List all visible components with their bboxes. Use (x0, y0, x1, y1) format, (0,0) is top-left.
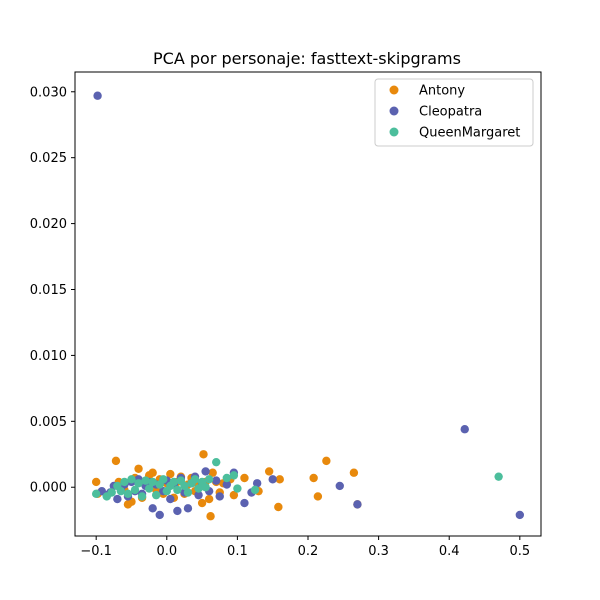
point-cleopatra-0 (93, 91, 102, 100)
point-cleopatra-38 (252, 479, 262, 488)
y-axis: 0.000 0.005 0.010 0.015 0.020 0.025 0.030 (30, 85, 75, 496)
point-antony-37 (240, 473, 249, 483)
x-tick-label: 0.5 (509, 544, 530, 559)
point-cleopatra-40 (335, 481, 344, 491)
point-queenmargaret-25 (190, 475, 200, 484)
point-queenmargaret-28 (201, 483, 210, 492)
x-tick-label: 0.3 (368, 544, 389, 559)
y-tick-label: 0.015 (30, 283, 67, 298)
y-tick-label: 0.020 (30, 217, 67, 232)
point-queenmargaret-11 (141, 476, 150, 485)
point-antony-42 (309, 473, 318, 483)
x-axis: −0.1 0.0 0.1 0.2 0.3 0.4 0.5 (80, 536, 530, 559)
point-antony-41 (275, 475, 284, 484)
point-queenmargaret-16 (159, 475, 168, 484)
point-cleopatra-17 (155, 510, 164, 520)
point-queenmargaret-4 (116, 486, 126, 496)
x-tick-label: 0.1 (227, 544, 248, 559)
legend-label-queenmargaret: QueenMargaret (419, 126, 520, 141)
point-cleopatra-28 (194, 490, 203, 500)
x-tick-label: 0.2 (298, 544, 319, 559)
point-cleopatra-20 (166, 494, 175, 504)
x-tick-label: 0.0 (156, 544, 177, 559)
point-cleopatra-43 (515, 510, 525, 520)
point-antony-26 (197, 498, 207, 508)
point-queenmargaret-23 (183, 488, 193, 497)
y-tick-label: 0.000 (30, 481, 67, 496)
point-queenmargaret-32 (229, 471, 239, 480)
legend-marker-cleopatra (389, 106, 399, 116)
point-antony-27 (199, 450, 208, 459)
point-cleopatra-30 (201, 467, 210, 476)
point-queenmargaret-9 (134, 479, 143, 488)
chart-title: PCA por personaje: fasttext-skipgrams (153, 49, 461, 68)
point-cleopatra-15 (148, 504, 157, 513)
point-antony-17 (166, 469, 175, 479)
point-antony-29 (204, 494, 214, 504)
point-cleopatra-36 (240, 498, 249, 508)
point-queenmargaret-14 (151, 490, 161, 500)
point-queenmargaret-10 (137, 492, 147, 501)
point-queenmargaret-30 (212, 457, 221, 467)
point-antony-30 (206, 512, 215, 521)
point-antony-39 (264, 467, 274, 476)
legend-label-antony: Antony (419, 84, 465, 99)
point-queenmargaret-12 (144, 484, 154, 493)
point-queenmargaret-5 (120, 477, 129, 487)
y-tick-label: 0.025 (30, 151, 67, 166)
point-cleopatra-32 (212, 476, 221, 485)
point-queenmargaret-6 (123, 489, 133, 499)
point-queenmargaret-22 (180, 481, 189, 491)
point-queenmargaret-19 (169, 477, 179, 487)
point-queenmargaret-8 (130, 485, 140, 495)
point-antony-40 (274, 502, 283, 512)
legend-box (374, 78, 534, 147)
legend: Antony Cleopatra QueenMargaret (374, 78, 534, 147)
point-cleopatra-22 (173, 506, 182, 516)
x-tick-label: −0.1 (80, 544, 112, 559)
y-tick-label: 0.030 (30, 85, 67, 100)
point-queenmargaret-33 (233, 484, 242, 493)
point-queenmargaret-31 (222, 473, 232, 483)
point-queenmargaret-34 (250, 485, 260, 495)
point-antony-8 (134, 464, 143, 473)
points-layer (91, 91, 525, 521)
point-antony-44 (322, 456, 331, 466)
point-antony-36 (229, 490, 239, 500)
point-cleopatra-25 (183, 504, 193, 513)
y-tick-label: 0.010 (30, 349, 67, 364)
series-queenmargaret (91, 457, 503, 501)
legend-marker-antony (389, 85, 399, 95)
point-cleopatra-39 (268, 475, 277, 484)
point-cleopatra-5 (113, 494, 122, 504)
point-cleopatra-41 (353, 500, 362, 509)
point-cleopatra-34 (222, 480, 232, 489)
point-queenmargaret-26 (194, 484, 203, 493)
point-queenmargaret-13 (148, 477, 157, 487)
point-antony-12 (148, 468, 157, 477)
point-queenmargaret-20 (173, 485, 182, 495)
x-tick-label: 0.4 (439, 544, 460, 559)
point-antony-45 (349, 468, 359, 477)
point-antony-31 (208, 468, 217, 477)
point-queenmargaret-35 (494, 472, 503, 481)
point-queenmargaret-2 (107, 488, 116, 497)
point-antony-0 (91, 477, 101, 487)
point-queenmargaret-7 (127, 475, 136, 484)
point-queenmargaret-0 (91, 489, 101, 499)
point-antony-2 (111, 456, 121, 466)
point-cleopatra-42 (460, 425, 469, 434)
y-tick-label: 0.005 (30, 415, 67, 430)
point-queenmargaret-29 (204, 475, 214, 484)
point-cleopatra-33 (215, 492, 224, 501)
point-antony-43 (313, 492, 323, 501)
legend-label-cleopatra: Cleopatra (419, 105, 482, 120)
legend-marker-queenmargaret (389, 127, 399, 137)
